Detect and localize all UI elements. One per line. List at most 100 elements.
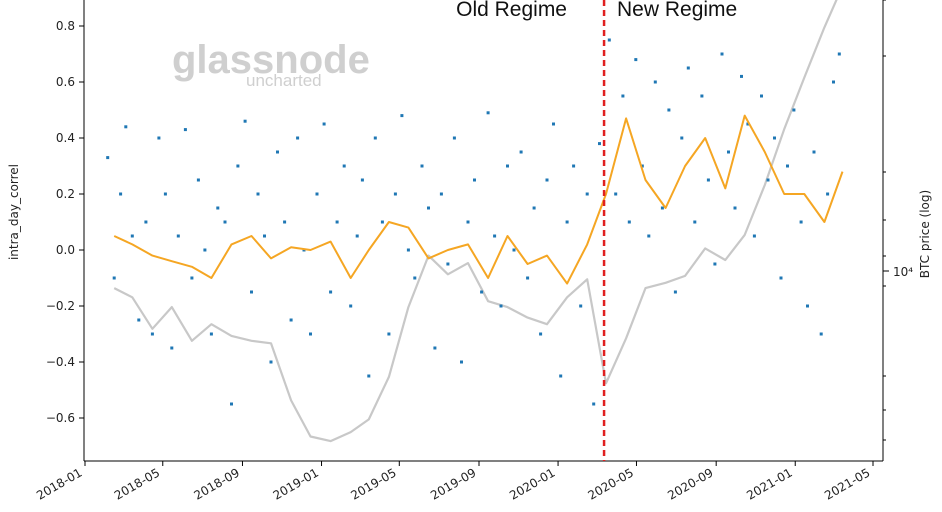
scatter-point (289, 318, 293, 322)
x-tick-label: 2019-01 (271, 465, 321, 502)
scatter-point (427, 206, 430, 210)
scatter-point (532, 206, 536, 210)
scatter-point (752, 234, 756, 238)
scatter-point (545, 178, 549, 182)
scatter-point (727, 150, 730, 154)
y-axis: −0.6 −0.4 −0.2 0.0 0.2 0.4 0.6 0.8 (46, 19, 84, 425)
y-tick-label: 0.4 (56, 131, 75, 145)
scatter-point (526, 276, 530, 280)
scatter-point (130, 234, 134, 238)
scatter-point (322, 122, 326, 126)
scatter-point (746, 122, 750, 126)
y-tick-label: 0.0 (56, 243, 75, 257)
scatter-point (119, 192, 123, 196)
scatter-point (473, 178, 476, 182)
scatter-point (837, 52, 841, 56)
price-line-layer (113, 0, 838, 443)
scatter-point (373, 136, 377, 140)
scatter-point (660, 206, 664, 210)
x-tick-label: 2020-01 (507, 465, 557, 502)
scatter-point (170, 346, 174, 350)
scatter-point (466, 220, 470, 224)
scatter-point (446, 262, 450, 266)
x-tick-label: 2021-05 (822, 465, 872, 502)
scatter-point (579, 304, 583, 308)
scatter-point (433, 346, 437, 350)
scatter-point (539, 332, 543, 336)
y2-axis-title: BTC price (log) (918, 190, 932, 278)
axes-frame (83, 0, 884, 462)
y-tick-label: −0.4 (46, 355, 75, 369)
scatter-point (700, 94, 704, 98)
scatter-point (792, 108, 796, 112)
scatter-point (355, 234, 359, 238)
scatter-point (439, 192, 443, 196)
scatter-point (387, 332, 391, 336)
rolling-correlation-line (113, 114, 844, 285)
scatter-point (680, 136, 684, 140)
scatter-point (585, 192, 589, 196)
scatter-point (157, 136, 161, 140)
scatter-point (276, 150, 279, 154)
scatter-point (137, 318, 141, 322)
scatter-point (512, 248, 516, 252)
x-tick-label: 2019-05 (348, 465, 398, 502)
btc-price-line (113, 0, 838, 443)
scatter-point (713, 262, 717, 266)
scatter-point (799, 220, 803, 224)
scatter-point (733, 206, 737, 210)
scatter-point (250, 290, 253, 294)
scatter-point (779, 276, 783, 280)
scatter-point (413, 276, 417, 280)
scatter-point (598, 142, 601, 146)
scatter-point (203, 248, 207, 252)
scatter-point (393, 192, 397, 196)
scatter-point (144, 220, 148, 224)
scatter-point (499, 304, 503, 308)
scatter-point (420, 164, 424, 168)
scatter-point (256, 192, 260, 196)
scatter-point (406, 248, 410, 252)
scatter-point (190, 276, 194, 280)
old-regime-label: Old Regime (456, 0, 567, 21)
scatter-point (572, 164, 576, 168)
scatter-point (667, 108, 671, 112)
scatter-point (640, 164, 644, 168)
y2-tick-label: 10⁴ (893, 265, 913, 279)
scatter-point (740, 74, 743, 78)
scatter-point (766, 178, 770, 182)
scatter-point (243, 119, 247, 123)
scatter-point (349, 304, 353, 308)
scatter-point (216, 206, 220, 210)
x-tick-label: 2018-05 (112, 465, 162, 502)
scatter-point (621, 94, 625, 98)
scatter-point (832, 80, 835, 84)
scatter-point (209, 332, 213, 336)
scatter-point (367, 374, 371, 378)
scatter-point (342, 164, 346, 168)
x-tick-label: 2018-09 (192, 465, 242, 502)
scatter-point (380, 220, 384, 224)
scatter-point (176, 234, 180, 238)
scatter-point (592, 402, 596, 406)
x-tick-label: 2019-09 (428, 465, 478, 502)
scatter-point (673, 290, 677, 294)
scatter-point (236, 164, 240, 168)
scatter-point (283, 220, 287, 224)
y2-axis: 10⁴ (883, 0, 913, 441)
scatter-point (627, 220, 631, 224)
scatter-point (773, 136, 776, 140)
scatter-point (826, 192, 830, 196)
watermark-subtitle: uncharted (246, 71, 322, 90)
x-tick-label: 2021-01 (744, 465, 794, 502)
scatter-point (269, 360, 273, 364)
x-tick-label: 2020-05 (586, 465, 636, 502)
scatter-point (819, 332, 823, 336)
scatter-point (506, 164, 509, 168)
scatter-point (163, 192, 167, 196)
scatter-point (183, 128, 187, 132)
scatter-point (480, 290, 484, 294)
scatter-point (360, 178, 364, 182)
